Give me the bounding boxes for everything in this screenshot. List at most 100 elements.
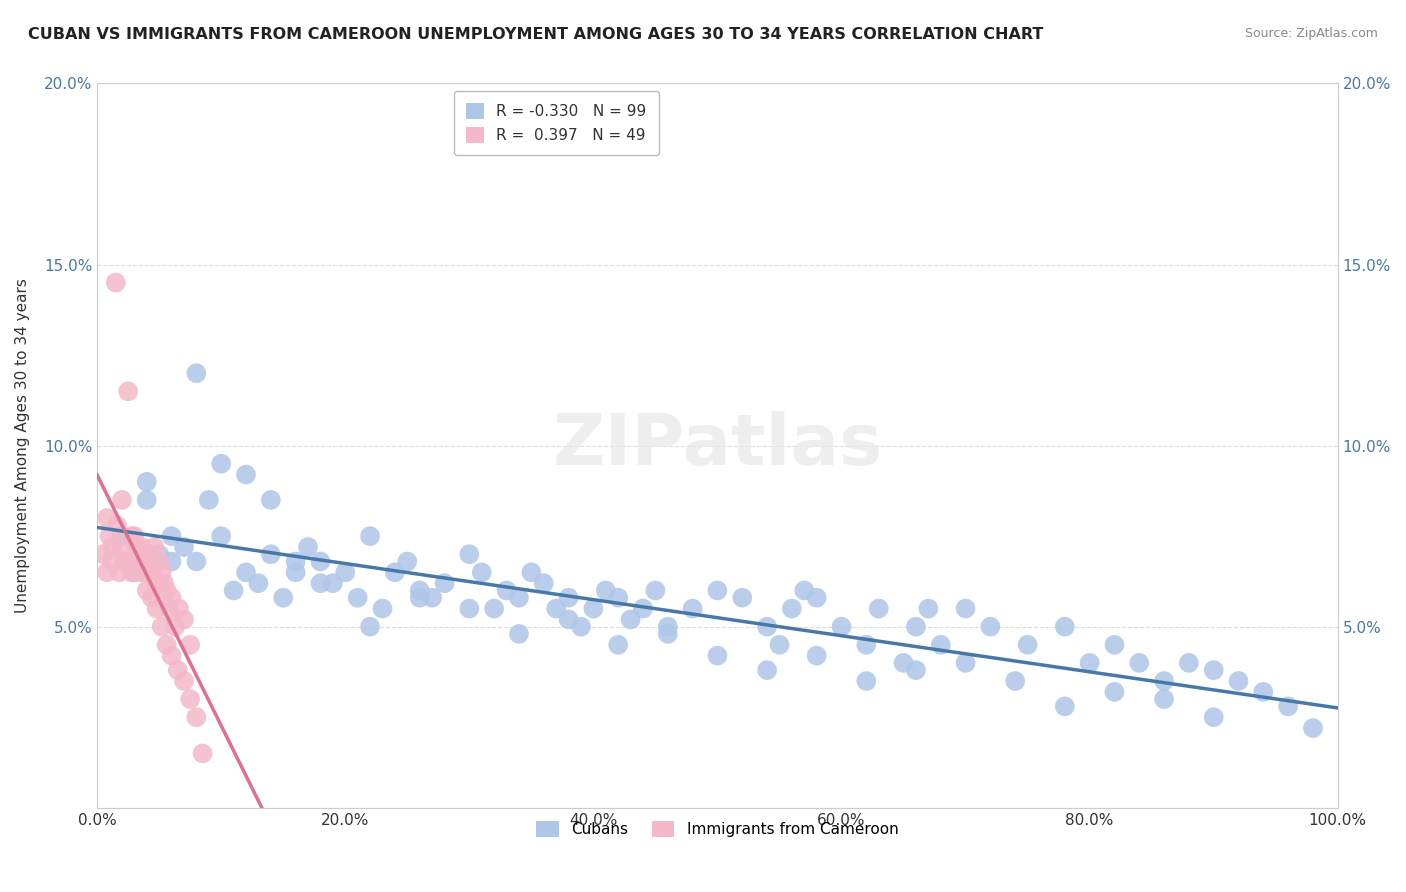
Point <box>955 656 977 670</box>
Point <box>1104 638 1126 652</box>
Point <box>433 576 456 591</box>
Point <box>157 601 180 615</box>
Point <box>1017 638 1039 652</box>
Point <box>458 601 481 615</box>
Point <box>657 620 679 634</box>
Point <box>1078 656 1101 670</box>
Point <box>780 601 803 615</box>
Point <box>706 648 728 663</box>
Point <box>160 591 183 605</box>
Point <box>631 601 654 615</box>
Point <box>160 529 183 543</box>
Point <box>173 673 195 688</box>
Point <box>111 492 134 507</box>
Point <box>346 591 368 605</box>
Point <box>160 648 183 663</box>
Point <box>756 620 779 634</box>
Point <box>98 529 121 543</box>
Point <box>165 620 187 634</box>
Point <box>384 566 406 580</box>
Point <box>131 540 153 554</box>
Point <box>121 529 143 543</box>
Point <box>1153 673 1175 688</box>
Y-axis label: Unemployment Among Ages 30 to 34 years: Unemployment Among Ages 30 to 34 years <box>15 278 30 613</box>
Point <box>209 529 232 543</box>
Point <box>235 467 257 482</box>
Point <box>1202 710 1225 724</box>
Point <box>260 547 283 561</box>
Point <box>1253 685 1275 699</box>
Point <box>1053 699 1076 714</box>
Point <box>1153 692 1175 706</box>
Point <box>1053 620 1076 634</box>
Point <box>706 583 728 598</box>
Point <box>104 276 127 290</box>
Point <box>141 566 163 580</box>
Point <box>115 554 138 568</box>
Point <box>682 601 704 615</box>
Point <box>359 620 381 634</box>
Point <box>508 627 530 641</box>
Point <box>191 747 214 761</box>
Point <box>235 566 257 580</box>
Point <box>893 656 915 670</box>
Point <box>309 576 332 591</box>
Point <box>607 638 630 652</box>
Point <box>806 591 828 605</box>
Point <box>904 620 927 634</box>
Point <box>471 566 494 580</box>
Point <box>831 620 853 634</box>
Legend: Cubans, Immigrants from Cameroon: Cubans, Immigrants from Cameroon <box>530 815 904 844</box>
Point <box>155 583 177 598</box>
Point <box>557 591 579 605</box>
Point <box>153 576 176 591</box>
Point <box>904 663 927 677</box>
Point <box>855 673 877 688</box>
Point <box>520 566 543 580</box>
Point <box>533 576 555 591</box>
Point <box>209 457 232 471</box>
Point <box>155 638 177 652</box>
Point <box>186 710 208 724</box>
Point <box>1004 673 1026 688</box>
Point <box>179 638 201 652</box>
Point <box>173 540 195 554</box>
Text: CUBAN VS IMMIGRANTS FROM CAMEROON UNEMPLOYMENT AMONG AGES 30 TO 34 YEARS CORRELA: CUBAN VS IMMIGRANTS FROM CAMEROON UNEMPL… <box>28 27 1043 42</box>
Point <box>371 601 394 615</box>
Point <box>409 583 432 598</box>
Point <box>731 591 754 605</box>
Point <box>135 475 157 489</box>
Point <box>482 601 505 615</box>
Point <box>979 620 1001 634</box>
Point <box>768 638 790 652</box>
Point <box>96 566 118 580</box>
Point <box>166 663 188 677</box>
Point <box>546 601 568 615</box>
Point <box>917 601 939 615</box>
Point <box>756 663 779 677</box>
Point <box>101 554 124 568</box>
Point <box>335 566 357 580</box>
Point <box>148 547 170 561</box>
Point <box>929 638 952 652</box>
Point <box>148 554 170 568</box>
Point <box>284 566 307 580</box>
Point <box>1277 699 1299 714</box>
Point <box>868 601 890 615</box>
Point <box>101 540 124 554</box>
Point <box>150 566 173 580</box>
Point <box>396 554 419 568</box>
Point <box>121 566 143 580</box>
Point <box>108 566 131 580</box>
Point <box>271 591 294 605</box>
Point <box>135 492 157 507</box>
Point <box>247 576 270 591</box>
Point <box>1302 721 1324 735</box>
Point <box>131 566 153 580</box>
Point <box>125 554 148 568</box>
Point <box>91 547 114 561</box>
Point <box>145 601 167 615</box>
Point <box>557 612 579 626</box>
Point <box>135 583 157 598</box>
Point <box>143 540 166 554</box>
